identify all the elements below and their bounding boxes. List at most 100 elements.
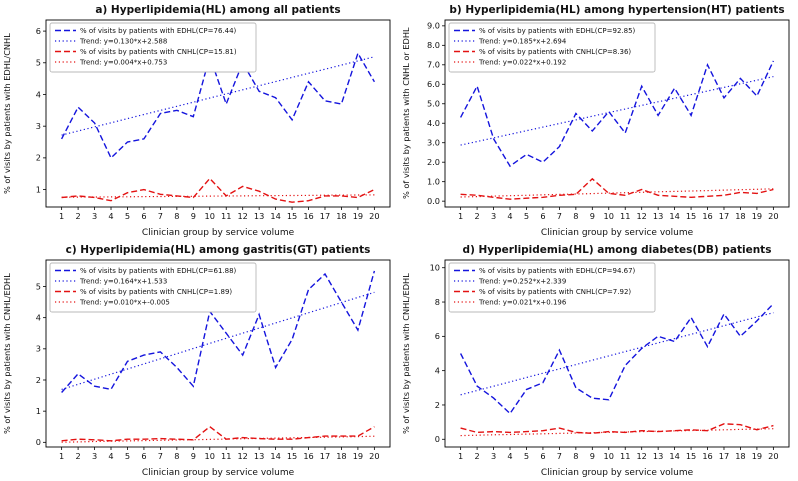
x-tick-label: 3: [491, 211, 496, 221]
y-tick-label: 3.0: [427, 138, 440, 148]
panel-a-title: a) Hyperlipidemia(HL) among all patients: [95, 4, 341, 16]
x-tick-label: 19: [353, 451, 363, 461]
legend-label: % of visits by patients with EDHL(CP=76.…: [80, 27, 237, 35]
x-tick-label: 19: [752, 211, 762, 221]
x-tick-label: 5: [524, 451, 529, 461]
legend-box: [448, 262, 656, 313]
panel-a: 1 2 3 4 5 6 1 2 3 4 5 6 7 8 9 10 11 12 13 14 15 16 17 18 19 20% o…: [0, 0, 399, 240]
y-tick-label: 2: [36, 153, 41, 163]
x-tick-label: 3: [491, 451, 496, 461]
legend-label: % of visits by patients with CNHL(CP=1.8…: [80, 288, 232, 296]
x-tick-label: 13: [653, 451, 663, 461]
y-tick-label: 8: [435, 297, 440, 307]
x-tick-label: 5: [125, 211, 130, 221]
x-tick-label: 3: [92, 451, 97, 461]
series-line-blue-dashed: [459, 60, 775, 168]
legend-label: Trend: y=0.004*x+0.753: [79, 59, 167, 67]
y-tick-label: 5: [36, 281, 41, 291]
series-line-blue-dotted: [460, 312, 774, 396]
x-tick-label: 17: [320, 211, 330, 221]
x-tick-label: 7: [158, 451, 163, 461]
series-line-blue-dotted: [61, 56, 375, 136]
x-tick-label: 19: [752, 451, 762, 461]
x-tick-label: 8: [174, 451, 179, 461]
legend-label: Trend: y=0.021*x+0.196: [478, 299, 567, 307]
y-tick-label: 2: [435, 400, 440, 410]
legend-label: % of visits by patients with EDHL(CP=94.…: [479, 267, 636, 275]
x-tick-label: 9: [191, 211, 196, 221]
legend-label: % of visits by patients with CNHL(CP=8.3…: [479, 48, 631, 56]
x-tick-label: 2: [75, 451, 80, 461]
x-tick-label: 7: [158, 211, 163, 221]
x-tick-label: 15: [686, 451, 696, 461]
x-tick-label: 4: [108, 211, 113, 221]
panel-a-ylabel: % of visits by patients with EDHL/CNHL: [2, 33, 12, 194]
y-tick-label: 0: [36, 437, 41, 447]
series-line-red-dotted: [460, 428, 774, 437]
legend-box: [448, 22, 656, 73]
x-tick-label: 16: [702, 211, 712, 221]
y-tick-label: 6.0: [427, 79, 440, 89]
x-tick-label: 12: [237, 211, 247, 221]
legend-label: % of visits by patients with CNHL(CP=7.9…: [479, 288, 631, 296]
x-tick-label: 8: [174, 211, 179, 221]
x-tick-label: 15: [287, 451, 297, 461]
x-tick-label: 1: [59, 211, 64, 221]
x-tick-label: 4: [507, 211, 512, 221]
series-line-blue-dashed: [60, 51, 376, 160]
y-tick-label: 1: [36, 184, 41, 194]
y-tick-label: 5: [36, 58, 41, 68]
x-tick-label: 6: [141, 211, 146, 221]
legend-box: [49, 22, 257, 73]
x-tick-label: 7: [557, 451, 562, 461]
y-tick-label: 6: [36, 26, 41, 36]
panel-b-ylabel: % of visits by patients with CNHL or EDH…: [401, 27, 411, 200]
x-tick-label: 18: [336, 211, 346, 221]
x-tick-label: 12: [636, 211, 646, 221]
x-tick-label: 11: [620, 211, 630, 221]
x-tick-label: 2: [474, 211, 479, 221]
x-tick-label: 10: [604, 451, 614, 461]
x-tick-label: 7: [557, 211, 562, 221]
x-tick-label: 10: [205, 451, 215, 461]
x-tick-label: 17: [320, 451, 330, 461]
y-tick-label: 1.0: [427, 176, 440, 186]
y-tick-label: 9.0: [427, 21, 440, 31]
panel-d: 0 2 4 6 8 10 1 2 3 4 5 6 7 8 9 10 11 12 13 14 15 16 17 18 19 20% …: [399, 240, 798, 480]
panel-c: 0 1 2 3 4 5 1 2 3 4 5 6 7 8 9 10 11 12 13 14 15 16 17 18 19 20% o…: [0, 240, 399, 480]
x-tick-label: 6: [540, 451, 545, 461]
x-tick-label: 11: [221, 211, 231, 221]
x-tick-label: 16: [702, 451, 712, 461]
series-line-red-dotted: [61, 435, 375, 443]
x-tick-label: 18: [735, 211, 745, 221]
x-tick-label: 13: [653, 211, 663, 221]
y-tick-label: 4.0: [427, 118, 440, 128]
panel-d-title: d) Hyperlipidemia(HL) among diabetes(DB)…: [462, 244, 772, 256]
y-tick-label: 2: [36, 375, 41, 385]
x-tick-label: 20: [369, 211, 379, 221]
y-tick-label: 7.0: [427, 60, 440, 70]
series-line-red-dashed: [460, 177, 774, 200]
x-tick-label: 14: [669, 451, 679, 461]
panel-b: 0.0 1.0 2.0 3.0 4.0 5.0 6.0 7.0 8.0 9.0 1 2 3 4 5 6 7 8 9 1…: [399, 0, 798, 240]
x-tick-label: 11: [221, 451, 231, 461]
x-tick-label: 17: [719, 451, 729, 461]
x-tick-label: 1: [458, 451, 463, 461]
x-tick-label: 5: [125, 451, 130, 461]
x-tick-label: 18: [336, 451, 346, 461]
legend-label: Trend: y=0.185*x+2.694: [478, 38, 567, 46]
series-line-blue-dotted: [61, 291, 375, 390]
x-tick-label: 3: [92, 211, 97, 221]
x-tick-label: 4: [507, 451, 512, 461]
panel-b-title: b) Hyperlipidemia(HL) among hypertension…: [449, 4, 785, 16]
panel-a-xlabel: Clinician group by service volume: [141, 228, 295, 238]
x-tick-label: 19: [353, 211, 363, 221]
y-tick-label: 8.0: [427, 40, 440, 50]
x-tick-label: 12: [237, 451, 247, 461]
panel-b-xlabel: Clinician group by service volume: [540, 228, 694, 238]
x-tick-label: 16: [303, 211, 313, 221]
